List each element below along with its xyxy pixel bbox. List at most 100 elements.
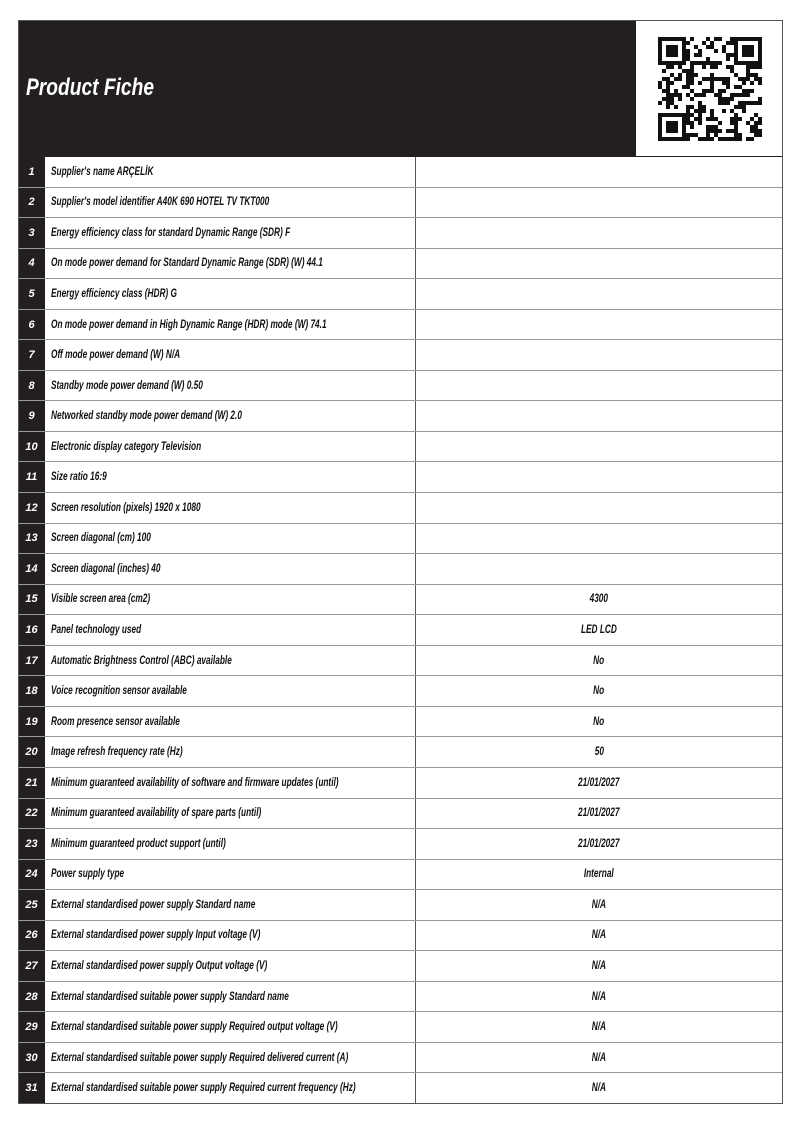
qr-module bbox=[742, 45, 754, 57]
row-number: 26 bbox=[18, 920, 45, 951]
qr-module bbox=[758, 129, 762, 133]
qr-module bbox=[730, 109, 734, 113]
qr-module bbox=[710, 77, 714, 81]
row-label: Networked standby mode power demand (W) … bbox=[45, 401, 416, 431]
row-label: On mode power demand for Standard Dynami… bbox=[45, 248, 416, 279]
qr-module bbox=[730, 93, 734, 97]
qr-module bbox=[730, 97, 734, 101]
row-label: External standardised suitable power sup… bbox=[45, 1042, 416, 1073]
qr-module bbox=[690, 133, 694, 137]
qr-module bbox=[690, 81, 694, 85]
qr-code bbox=[658, 37, 762, 141]
table-row: 15 Visible screen area (cm2) 4300 bbox=[18, 584, 783, 616]
qr-module bbox=[738, 137, 742, 141]
qr-module bbox=[674, 77, 678, 81]
row-label: Screen diagonal (inches) 40 bbox=[45, 554, 416, 584]
row-number: 8 bbox=[18, 370, 45, 401]
row-number: 29 bbox=[18, 1012, 45, 1042]
qr-module bbox=[722, 101, 726, 105]
qr-module bbox=[682, 69, 686, 73]
qr-module bbox=[746, 121, 750, 125]
qr-module bbox=[718, 37, 722, 41]
row-number: 24 bbox=[18, 859, 45, 890]
qr-module bbox=[750, 89, 754, 93]
row-number: 3 bbox=[18, 218, 45, 248]
qr-module bbox=[710, 137, 714, 141]
qr-module bbox=[734, 93, 738, 97]
qr-module bbox=[718, 77, 722, 81]
label-text: Screen diagonal (inches) 40 bbox=[51, 562, 161, 575]
qr-module bbox=[718, 89, 722, 93]
qr-module bbox=[714, 61, 718, 65]
qr-module bbox=[754, 125, 758, 129]
table-row: 25 External standardised power supply Sta… bbox=[18, 890, 783, 921]
qr-module bbox=[722, 89, 726, 93]
table-row: 2 Supplier's model identifier A40K 690 HO… bbox=[18, 187, 783, 219]
qr-module bbox=[726, 129, 730, 133]
table-row: 10 Electronic display category Television bbox=[18, 431, 783, 463]
table-row: 27 External standardised power supply Out… bbox=[18, 951, 783, 982]
value-text: No bbox=[593, 685, 605, 698]
qr-module bbox=[682, 85, 686, 89]
qr-module bbox=[734, 105, 738, 109]
row-label: Power supply type bbox=[45, 859, 416, 890]
row-number: 27 bbox=[18, 951, 45, 981]
row-number: 23 bbox=[18, 829, 45, 859]
qr-module bbox=[698, 109, 702, 113]
qr-module bbox=[726, 101, 730, 105]
qr-module bbox=[750, 101, 754, 105]
table-row: 21 Minimum guaranteed availability of sof… bbox=[18, 767, 783, 799]
qr-module bbox=[746, 65, 750, 69]
qr-module bbox=[738, 77, 742, 81]
qr-module bbox=[686, 77, 690, 81]
qr-module bbox=[722, 97, 726, 101]
row-value: No bbox=[415, 707, 783, 737]
qr-module bbox=[734, 117, 738, 121]
qr-module bbox=[702, 77, 706, 81]
value-text: N/A bbox=[591, 1082, 607, 1095]
qr-module bbox=[706, 37, 710, 41]
qr-module bbox=[698, 81, 702, 85]
row-label: External standardised power supply Outpu… bbox=[45, 951, 416, 981]
qr-module bbox=[698, 53, 702, 57]
qr-module bbox=[710, 109, 714, 113]
qr-module bbox=[754, 121, 758, 125]
qr-module bbox=[698, 101, 702, 105]
title: Product Fiche bbox=[26, 74, 155, 101]
row-value: No bbox=[415, 676, 783, 706]
label-text: Minimum guaranteed availability of spare… bbox=[51, 807, 262, 820]
label-text: Minimum guaranteed availability of softw… bbox=[51, 776, 339, 789]
qr-module bbox=[698, 61, 702, 65]
row-value: 21/01/2027 bbox=[415, 829, 783, 859]
qr-module bbox=[698, 113, 702, 117]
row-value: LED LCD bbox=[415, 615, 783, 645]
label-text: Power supply type bbox=[51, 868, 125, 881]
qr-module bbox=[738, 85, 742, 89]
qr-module bbox=[730, 53, 734, 57]
table-row: 3 Energy efficiency class for standard Dy… bbox=[18, 218, 783, 249]
qr-module bbox=[698, 121, 702, 125]
frame bbox=[18, 20, 783, 1104]
qr-module bbox=[746, 137, 750, 141]
label-text: Standby mode power demand (W) 0.50 bbox=[51, 379, 203, 392]
qr-module bbox=[694, 133, 698, 137]
qr-module bbox=[754, 73, 758, 77]
table-row: 23 Minimum guaranteed product support (un… bbox=[18, 829, 783, 860]
qr-module bbox=[754, 133, 758, 137]
qr-module bbox=[742, 109, 746, 113]
value-text: N/A bbox=[591, 960, 607, 973]
row-value: N/A bbox=[415, 890, 783, 920]
table-row: 19 Room presence sensor available No bbox=[18, 706, 783, 738]
qr-module bbox=[714, 37, 718, 41]
qr-module bbox=[686, 105, 690, 109]
qr-module bbox=[718, 121, 722, 125]
table-row: 30 External standardised suitable power s… bbox=[18, 1042, 783, 1074]
row-value: N/A bbox=[415, 1043, 783, 1073]
table-row: 29 External standardised suitable power s… bbox=[18, 1012, 783, 1043]
row-label: Voice recognition sensor available bbox=[45, 676, 416, 706]
qr-module bbox=[746, 89, 750, 93]
qr-module bbox=[710, 65, 714, 69]
qr-module bbox=[702, 93, 706, 97]
row-number: 13 bbox=[18, 523, 45, 554]
